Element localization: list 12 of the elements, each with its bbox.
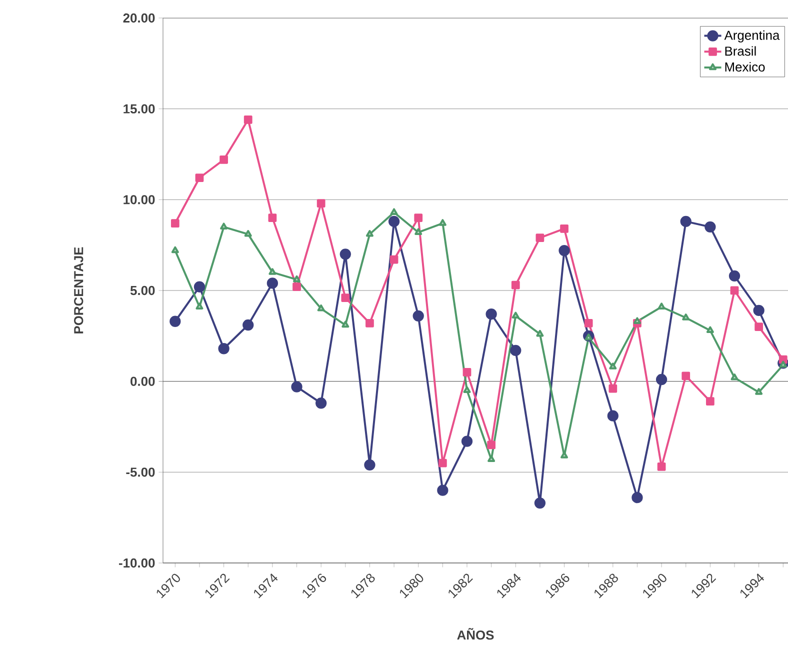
legend-label: Argentina <box>724 30 780 42</box>
legend-label: Mexico <box>725 62 765 72</box>
x-axis-title: AÑOS <box>457 628 494 640</box>
y-axis-title: PORCENTAJE <box>74 247 84 334</box>
y-tick-label: 20.00 <box>123 13 155 23</box>
y-tick-label: -5.00 <box>126 468 155 477</box>
y-tick-label: 15.00 <box>124 104 155 114</box>
legend-label: Brasil <box>725 46 756 56</box>
y-tick-label: 10.00 <box>124 195 155 204</box>
y-tick-label: 5.00 <box>130 286 155 296</box>
y-tick-label: -10.00 <box>119 558 155 568</box>
y-tick-label: 0.00 <box>130 376 155 386</box>
